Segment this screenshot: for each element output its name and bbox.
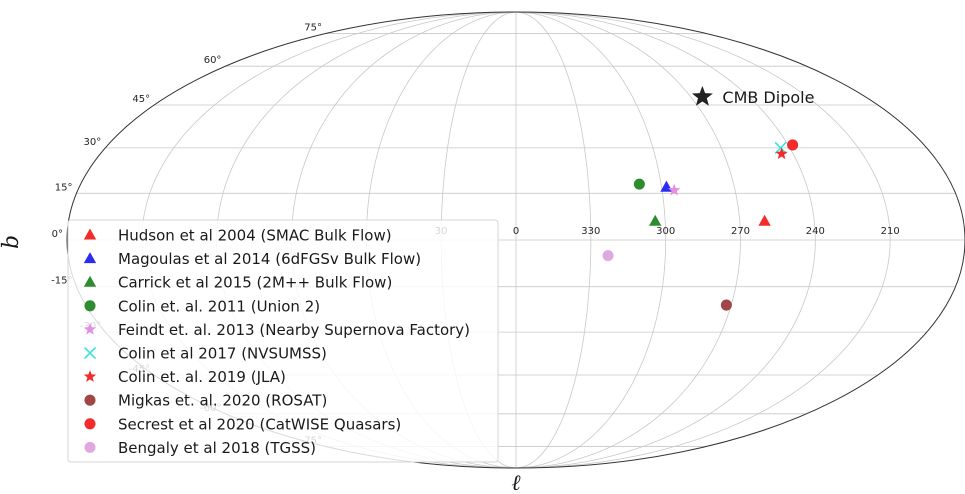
legend-entry: Colin et. al. 2019 (JLA)	[118, 368, 286, 386]
data-point	[758, 214, 771, 226]
data-points	[602, 139, 799, 311]
data-point	[602, 250, 614, 262]
longitude-tick-label: 300	[656, 226, 675, 237]
longitude-gridline	[515, 11, 816, 469]
data-point	[668, 183, 681, 196]
legend-marker	[83, 346, 97, 360]
latitude-tick-label: 30°	[84, 137, 102, 148]
longitude-gridline	[515, 11, 592, 469]
legend-entry: Carrick et al 2015 (2M++ Bulk Flow)	[118, 274, 392, 292]
longitude-gridline	[515, 11, 741, 469]
data-point	[720, 299, 732, 311]
longitude-tick-label: 270	[731, 226, 750, 237]
cmb-dipole-star	[691, 85, 713, 106]
legend-marker	[83, 228, 97, 240]
data-point	[787, 139, 799, 151]
legend: Hudson et al 2004 (SMAC Bulk Flow) Magoul…	[67, 219, 499, 463]
annotation-label: CMB Dipole	[722, 88, 814, 107]
legend-marker	[84, 300, 96, 312]
data-point	[774, 141, 787, 154]
latitude-tick-label: 15°	[55, 182, 73, 193]
longitude-tick-label: 0	[513, 226, 519, 237]
legend-marker	[83, 252, 97, 264]
legend-marker	[84, 394, 96, 406]
legend-entry: Feindt et. al. 2013 (Nearby Supernova Fa…	[118, 321, 470, 339]
legend-entry: Migkas et. al. 2020 (ROSAT)	[118, 392, 327, 410]
longitude-tick-label: 240	[806, 226, 825, 237]
latitude-tick-label: 0°	[52, 229, 63, 240]
legend-entry: Colin et. al. 2011 (Union 2)	[118, 297, 320, 315]
latitude-tick-label: 75°	[304, 22, 322, 33]
legend-entry: Bengaly et al 2018 (TGSS)	[118, 439, 316, 457]
y-axis-label: b	[0, 235, 24, 249]
longitude-gridline	[515, 11, 891, 469]
x-axis-label: ℓ	[511, 471, 521, 494]
latitude-tick-label: 60°	[204, 55, 222, 66]
legend-entry: Colin et al 2017 (NVSUMSS)	[118, 345, 327, 363]
legend-box	[67, 219, 499, 463]
latitude-tick-label: -15°	[51, 276, 72, 287]
map-boundary	[66, 11, 965, 469]
legend-entry: Magoulas et al 2014 (6dFGSv Bulk Flow)	[118, 250, 421, 268]
longitude-tick-labels: 300330300270240210	[435, 226, 900, 237]
latitude-tick-label: 45°	[132, 94, 150, 105]
legend-marker	[83, 275, 97, 287]
longitude-gridline	[515, 11, 667, 469]
legend-entry: Secrest et al 2020 (CatWISE Quasars)	[118, 415, 401, 433]
legend-marker	[83, 322, 97, 335]
data-point	[775, 147, 788, 160]
longitude-tick-label: 210	[881, 226, 900, 237]
annotations: CMB Dipole	[691, 85, 814, 107]
data-point	[633, 178, 645, 190]
legend-entry: Hudson et al 2004 (SMAC Bulk Flow)	[118, 227, 392, 245]
data-point	[649, 214, 662, 226]
longitude-tick-label: 330	[581, 226, 600, 237]
legend-marker	[83, 370, 97, 382]
legend-marker	[84, 418, 96, 430]
legend-marker	[84, 441, 96, 453]
